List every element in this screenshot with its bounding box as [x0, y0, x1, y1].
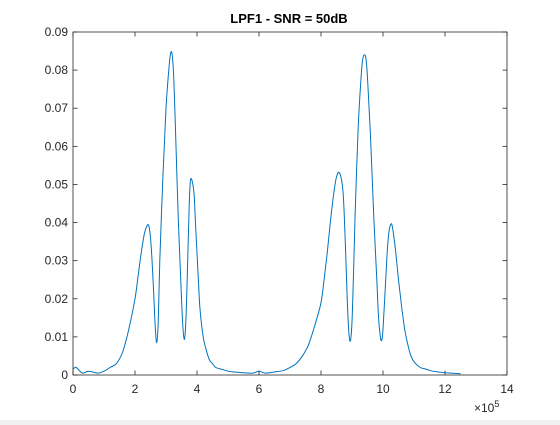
y-tick-label: 0.04: [45, 216, 69, 230]
x-tick-label: 4: [194, 382, 201, 396]
x-axis: 0 2 4 6 8 10 12 14: [70, 32, 514, 396]
y-tick-label: 0: [61, 368, 68, 382]
y-tick-label: 0.02: [45, 292, 69, 306]
x-exponent-power: 5: [494, 399, 499, 409]
x-tick-label: 6: [256, 382, 263, 396]
y-tick-label: 0.09: [45, 25, 69, 39]
plot-area[interactable]: [73, 32, 507, 375]
y-tick-label: 0.06: [45, 139, 69, 153]
y-tick-label: 0.03: [45, 254, 69, 268]
y-tick-label: 0.01: [45, 330, 69, 344]
x-tick-label: 0: [70, 382, 77, 396]
axes-box: [72, 31, 508, 376]
y-tick-label: 0.07: [45, 101, 69, 115]
y-tick-label: 0.08: [45, 63, 69, 77]
x-exponent-base: ×10: [474, 401, 495, 415]
x-tick-label: 12: [438, 382, 452, 396]
x-axis-exponent-label: ×105: [474, 399, 499, 415]
series-line: [72, 51, 461, 375]
y-tick-label: 0.05: [45, 177, 69, 191]
x-tick-label: 8: [318, 382, 325, 396]
x-tick-label: 10: [376, 382, 390, 396]
chart-title: LPF1 - SNR = 50dB: [230, 11, 347, 26]
x-tick-label: 14: [500, 382, 514, 396]
x-tick-label: 2: [132, 382, 139, 396]
